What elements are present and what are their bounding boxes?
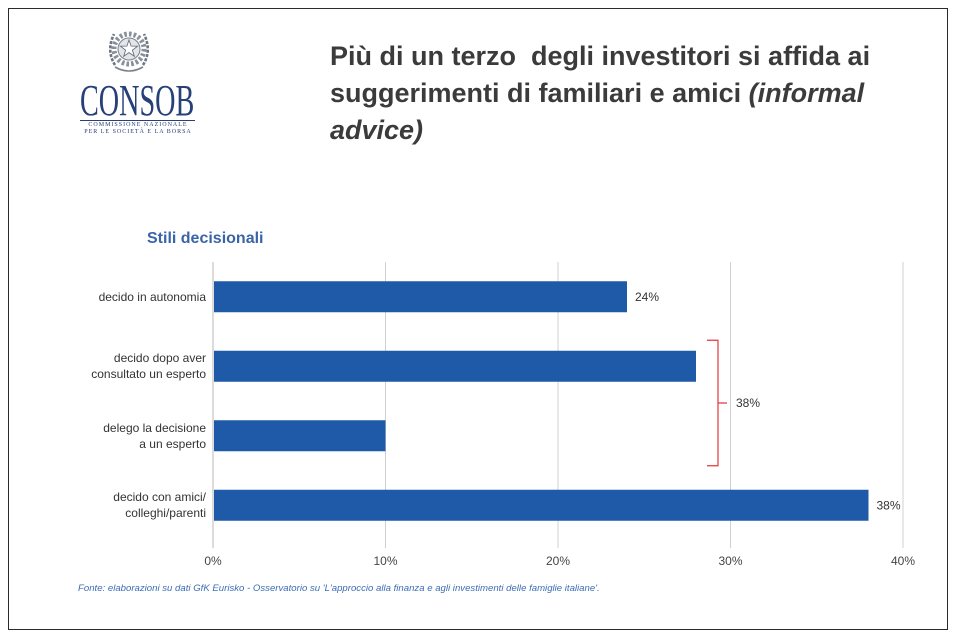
logo-subtitle-line2: PER LE SOCIETÀ E LA BORSA xyxy=(84,129,192,135)
bar-2 xyxy=(214,420,386,452)
category-label-3: decido con amici/ colleghi/parenti xyxy=(113,490,206,521)
logo-rule xyxy=(80,120,195,121)
bracket-annotation-0 xyxy=(707,339,727,467)
x-tick-label-3: 30% xyxy=(718,554,742,568)
slide-frame xyxy=(8,8,948,630)
category-label-2: delego la decisione a un esperto xyxy=(103,420,206,451)
x-tick-label-1: 10% xyxy=(373,554,397,568)
category-label-1: decido dopo aver consultato un esperto xyxy=(91,351,206,382)
data-label-0: 24% xyxy=(635,290,659,304)
bar-3 xyxy=(214,489,869,521)
slide-title-italic: (informal advice) xyxy=(330,78,872,145)
data-label-3: 38% xyxy=(877,498,901,512)
annotation-label-0: 38% xyxy=(736,396,760,410)
logo-subtitle-line1: COMMISSIONE NAZIONALE xyxy=(88,122,188,128)
category-label-0: decido in autonomia xyxy=(98,289,206,304)
logo-wordmark: CONSOB xyxy=(80,76,195,125)
italian-republic-emblem-icon xyxy=(108,31,150,72)
x-tick-label-2: 20% xyxy=(546,554,570,568)
chart-title: Stili decisionali xyxy=(147,230,264,247)
logo-subtitle: COMMISSIONE NAZIONALE PER LE SOCIETÀ E L… xyxy=(78,122,198,136)
bar-1 xyxy=(214,350,696,382)
bar-0 xyxy=(214,281,627,313)
x-tick-label-0: 0% xyxy=(204,554,222,568)
source-note: Fonte: elaborazioni su dati GfK Eurisko … xyxy=(78,583,600,594)
slide-title: Più di un terzo degli investitori si aff… xyxy=(330,38,930,149)
slide-title-main: Più di un terzo degli investitori si aff… xyxy=(330,41,878,108)
x-tick-label-4: 40% xyxy=(891,554,915,568)
